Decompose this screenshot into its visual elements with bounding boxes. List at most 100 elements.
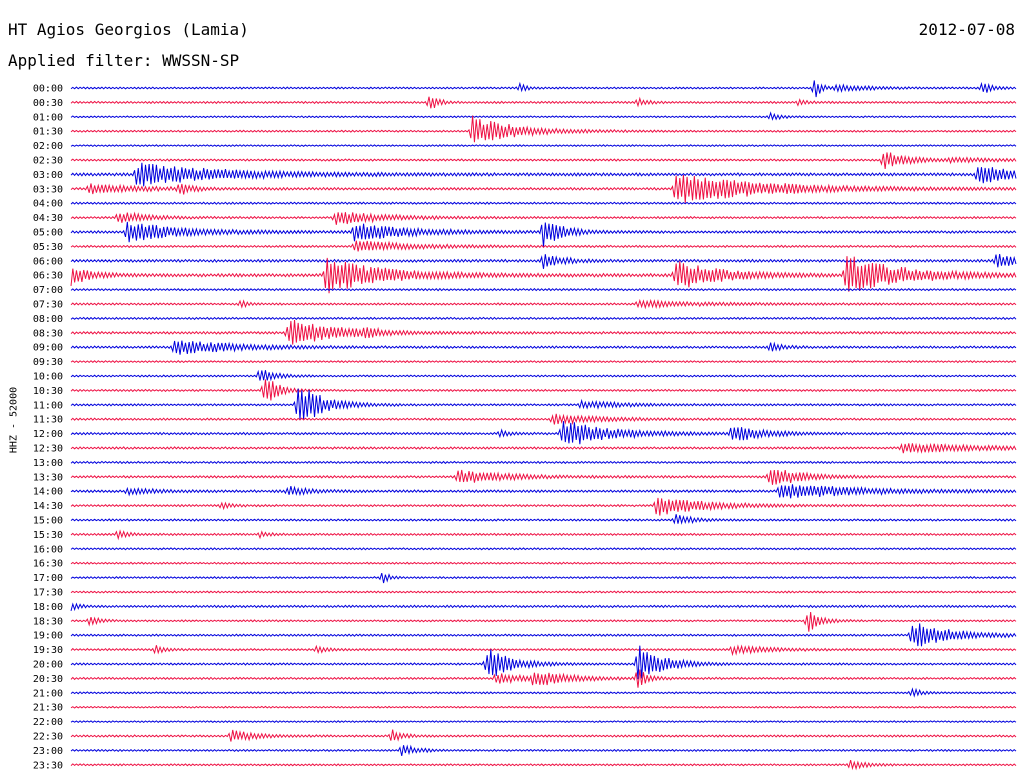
time-label: 01:00 xyxy=(33,112,63,123)
seismogram-trace xyxy=(70,320,1017,345)
seismogram-trace xyxy=(70,442,1017,454)
time-label: 22:00 xyxy=(33,717,63,728)
time-label: 17:00 xyxy=(33,573,63,584)
date-label: 2012-07-08 xyxy=(918,20,1015,39)
station-title: HT Agios Georgios (Lamia) xyxy=(8,20,249,39)
seismogram-trace xyxy=(70,623,1017,647)
seismogram-trace xyxy=(70,175,1017,203)
time-label: 13:30 xyxy=(33,472,63,483)
seismogram-trace xyxy=(70,240,1017,252)
time-label: 17:30 xyxy=(33,588,63,599)
time-label: 20:30 xyxy=(33,674,63,685)
seismogram-trace xyxy=(70,413,1017,426)
seismogram-trace xyxy=(70,298,1017,310)
seismogram-trace xyxy=(70,644,1017,657)
time-label: 02:30 xyxy=(33,156,63,167)
seismogram-trace xyxy=(70,687,1017,698)
time-label: 16:30 xyxy=(33,559,63,570)
seismogram-trace xyxy=(70,645,1017,680)
seismogram-trace xyxy=(70,729,1017,742)
time-label: 12:30 xyxy=(33,444,63,455)
time-label: 10:30 xyxy=(33,386,63,397)
time-label: 09:30 xyxy=(33,357,63,368)
time-label: 07:00 xyxy=(33,285,63,296)
filter-label: Applied filter: WWSSN-SP xyxy=(8,51,240,70)
seismogram-trace xyxy=(70,497,1017,516)
seismogram-trace xyxy=(70,744,1017,756)
time-label: 00:00 xyxy=(33,84,63,95)
time-label: 07:30 xyxy=(33,300,63,311)
seismogram-trace xyxy=(70,256,1017,294)
seismogram-trace xyxy=(70,254,1017,269)
time-label: 12:00 xyxy=(33,429,63,440)
seismogram-trace xyxy=(70,340,1017,355)
time-label: 18:00 xyxy=(33,602,63,613)
seismogram-trace xyxy=(70,379,1017,401)
time-label: 21:00 xyxy=(33,688,63,699)
time-label: 10:00 xyxy=(33,372,63,383)
time-label: 00:30 xyxy=(33,98,63,109)
seismogram-trace xyxy=(70,360,1017,364)
seismogram-trace xyxy=(70,115,1017,143)
seismogram-trace xyxy=(70,720,1017,724)
seismogram-trace xyxy=(70,612,1017,632)
time-label: 11:00 xyxy=(33,400,63,411)
time-label: 06:00 xyxy=(33,256,63,267)
seismogram-trace xyxy=(70,529,1017,541)
time-label: 04:30 xyxy=(33,213,63,224)
time-label: 04:00 xyxy=(33,199,63,210)
seismogram-trace xyxy=(70,152,1017,170)
seismogram-trace xyxy=(70,162,1017,187)
time-label: 14:00 xyxy=(33,487,63,498)
time-label: 02:00 xyxy=(33,141,63,152)
seismogram-trace xyxy=(70,111,1017,121)
seismogram-trace xyxy=(70,669,1017,688)
time-label: 05:30 xyxy=(33,242,63,253)
time-label: 08:00 xyxy=(33,314,63,325)
time-label: 16:00 xyxy=(33,544,63,555)
seismogram-trace xyxy=(70,760,1017,771)
seismogram-trace xyxy=(70,705,1017,709)
time-label: 09:00 xyxy=(33,343,63,354)
time-label: 05:00 xyxy=(33,228,63,239)
time-label: 13:00 xyxy=(33,458,63,469)
seismogram-trace xyxy=(70,561,1017,565)
seismogram-trace xyxy=(70,211,1017,225)
seismogram-trace xyxy=(70,572,1017,584)
seismogram-trace xyxy=(70,221,1017,248)
time-label: 20:00 xyxy=(33,660,63,671)
seismogram-trace xyxy=(70,316,1017,321)
time-label: 06:30 xyxy=(33,271,63,282)
seismogram-trace xyxy=(70,369,1017,382)
seismogram-trace xyxy=(70,421,1017,445)
time-label: 15:30 xyxy=(33,530,63,541)
seismogram-trace xyxy=(70,96,1017,109)
seismogram-trace xyxy=(70,460,1017,465)
time-label: 08:30 xyxy=(33,328,63,339)
time-label: 23:30 xyxy=(33,760,63,771)
seismogram-trace xyxy=(70,80,1017,98)
time-label: 19:00 xyxy=(33,631,63,642)
seismogram-trace xyxy=(70,287,1017,292)
time-label: 22:30 xyxy=(33,732,63,743)
time-label: 03:00 xyxy=(33,170,63,181)
seismogram-trace xyxy=(70,590,1017,594)
seismogram-trace xyxy=(70,602,1017,612)
time-label: 19:30 xyxy=(33,645,63,656)
time-label: 15:00 xyxy=(33,516,63,527)
seismogram-trace xyxy=(70,547,1017,551)
seismogram-trace xyxy=(70,201,1017,205)
time-label: 11:30 xyxy=(33,415,63,426)
time-label: 21:30 xyxy=(33,703,63,714)
time-label: 14:30 xyxy=(33,501,63,512)
time-label: 18:30 xyxy=(33,616,63,627)
seismogram-trace xyxy=(70,144,1017,148)
seismogram-trace xyxy=(70,388,1017,420)
seismogram-trace xyxy=(70,484,1017,499)
time-label: 03:30 xyxy=(33,184,63,195)
time-label: 01:30 xyxy=(33,127,63,138)
seismogram-trace xyxy=(70,514,1017,525)
time-label: 23:00 xyxy=(33,746,63,757)
seismogram-trace xyxy=(70,469,1017,485)
